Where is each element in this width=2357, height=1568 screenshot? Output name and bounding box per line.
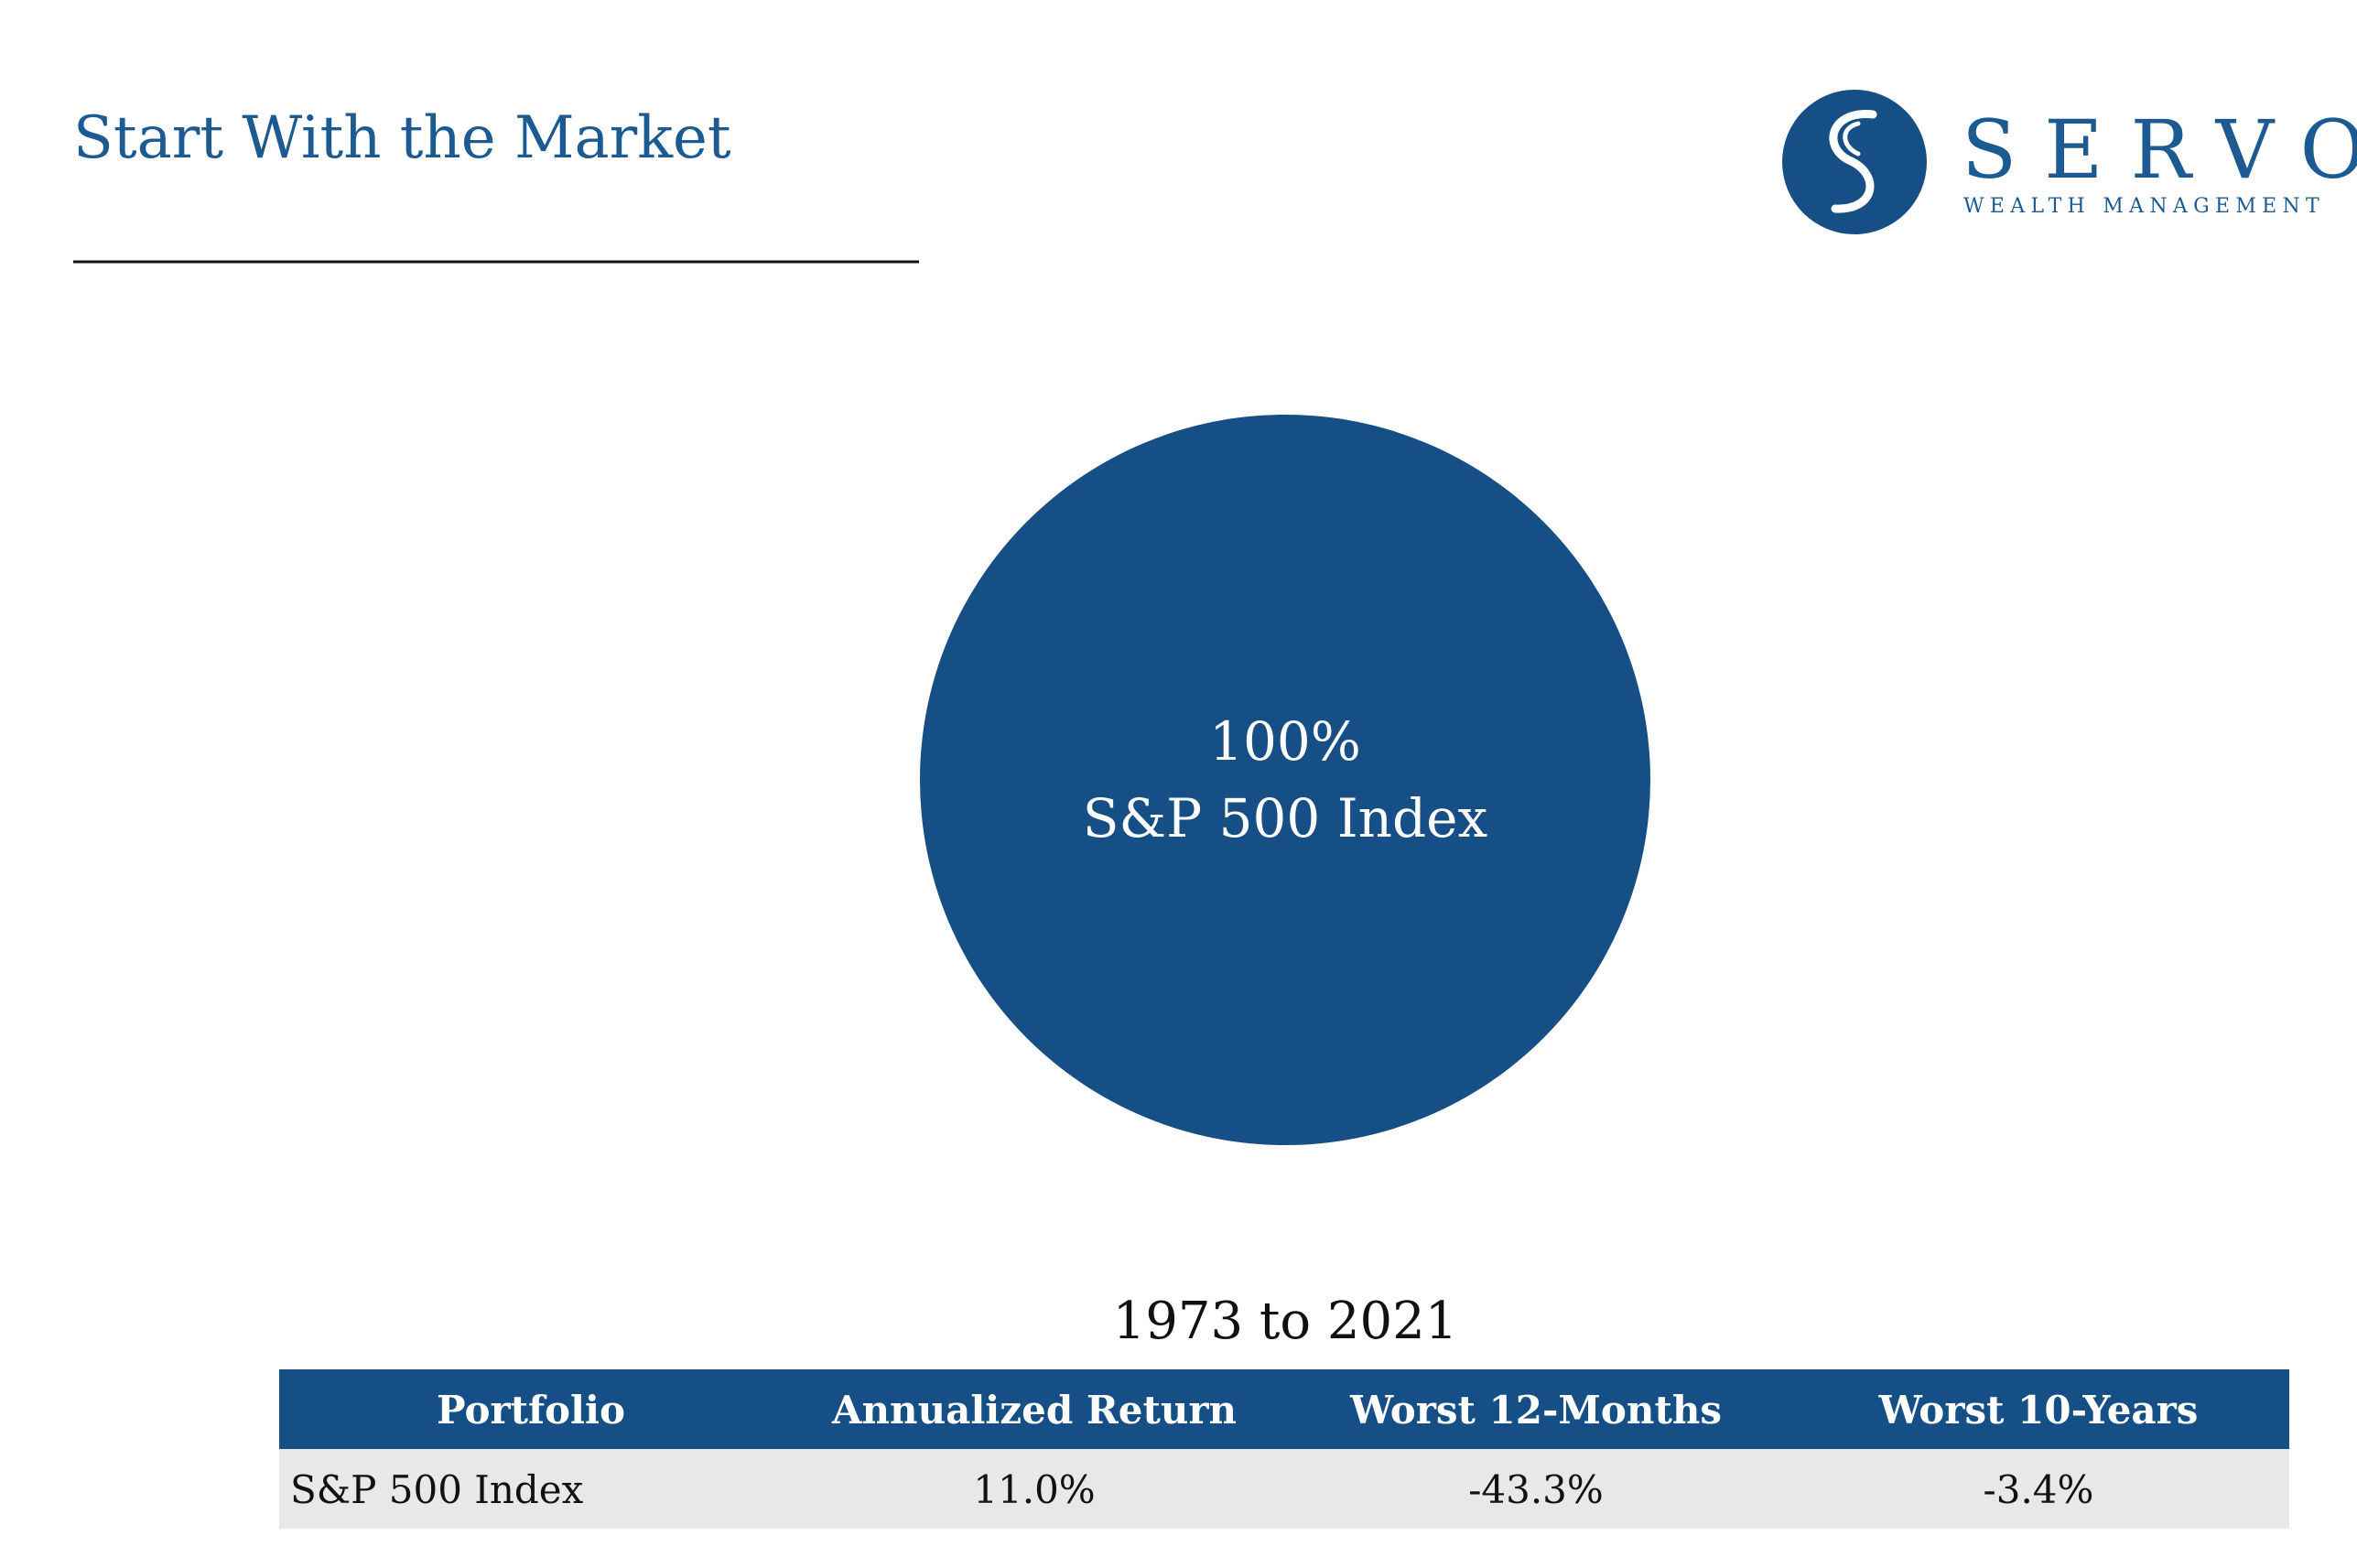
table-cell: -3.4% bbox=[1984, 1467, 2094, 1512]
column-header: Portfolio bbox=[437, 1388, 625, 1433]
table-cell: -43.3% bbox=[1468, 1467, 1604, 1512]
logo-tagline: WEALTH MANAGEMENT bbox=[1963, 195, 2325, 218]
column-header: Worst 10-Years bbox=[1878, 1388, 2199, 1433]
column-header: Worst 12-Months bbox=[1349, 1388, 1722, 1433]
table-cell: S&P 500 Index bbox=[290, 1467, 584, 1512]
table-header-bg bbox=[279, 1369, 2289, 1449]
slice-value-label: 100% bbox=[1209, 710, 1361, 773]
table: Portfolio Annualized Return Worst 12-Month… bbox=[279, 1369, 2289, 1529]
table-cell: 11.0% bbox=[973, 1467, 1095, 1512]
slide-title: Start With the Market bbox=[73, 104, 731, 172]
pie-chart: 100% S&P 500 Index bbox=[920, 415, 1650, 1145]
slice-category-label: S&P 500 Index bbox=[1083, 787, 1487, 849]
pie-slice bbox=[920, 415, 1650, 1145]
column-header: Annualized Return bbox=[831, 1388, 1237, 1433]
logo-s bbox=[1829, 110, 1877, 213]
logo-s-inner bbox=[1843, 121, 1861, 157]
table-caption: 1973 to 2021 bbox=[1113, 1292, 1458, 1351]
logo: SERVO WEALTH MANAGEMENT bbox=[1782, 90, 2357, 234]
table-row-bg bbox=[279, 1449, 2289, 1529]
logo-name: SERVO bbox=[1962, 103, 2357, 197]
